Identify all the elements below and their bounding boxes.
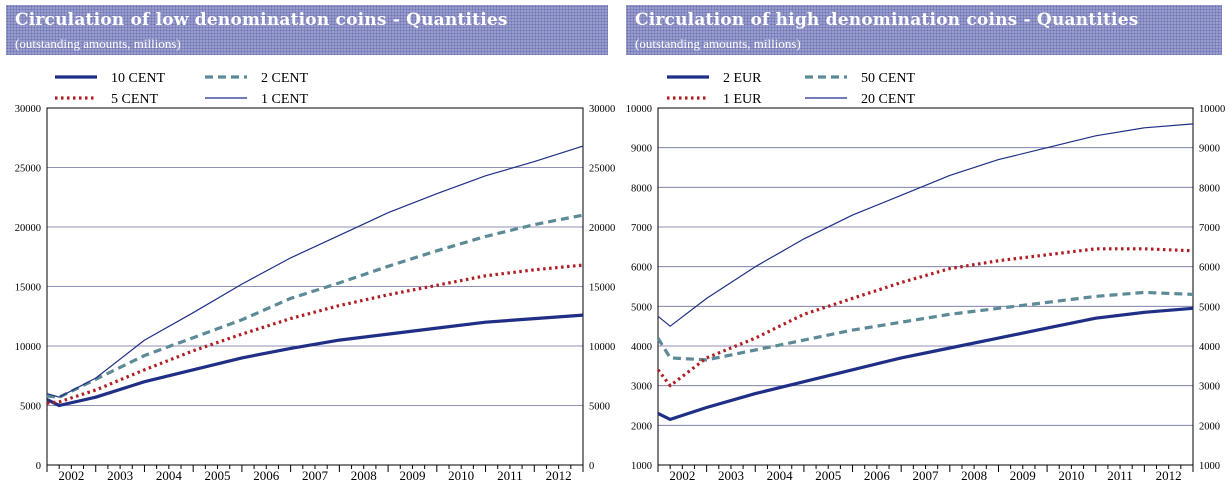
chart-subtitle: (outstanding amounts, millions): [635, 36, 801, 51]
x-tick-label: 2009: [1010, 468, 1036, 483]
y-tick-label-left: 7000: [631, 223, 652, 234]
x-tick-label: 2012: [1156, 468, 1182, 483]
x-tick-label: 2005: [205, 468, 231, 483]
chart-header: Circulation of high denomination coins -…: [626, 5, 1222, 55]
chart-subtitle: (outstanding amounts, millions): [15, 36, 181, 51]
x-tick-label: 2007: [302, 468, 329, 483]
y-tick-label-right: 1000: [1199, 461, 1220, 472]
x-tick-label: 2002: [58, 468, 84, 483]
y-tick-label-left: 2000: [631, 421, 652, 432]
chart-panel-low-denomination: Circulation of low denomination coins - …: [0, 0, 616, 494]
legend-label: 50 CENT: [861, 71, 916, 86]
series-line-2-eur: [657, 306, 1194, 421]
y-tick-label-right: 3000: [1199, 382, 1220, 393]
y-tick-label-left: 1000: [631, 461, 652, 472]
x-tick-label: 2005: [815, 468, 841, 483]
x-tick-label: 2010: [448, 468, 474, 483]
x-tick-label: 2012: [546, 468, 572, 483]
x-tick-label: 2003: [107, 468, 133, 483]
y-tick-label-right: 25000: [589, 164, 615, 175]
y-tick-label-right: 20000: [589, 223, 615, 234]
y-tick-label-left: 3000: [631, 382, 652, 393]
y-tick-label-left: 9000: [631, 144, 652, 155]
series-line-2-cent: [46, 213, 584, 399]
legend-label: 1 EUR: [723, 92, 762, 107]
y-tick-label-left: 25000: [15, 164, 41, 175]
chart-title: Circulation of high denomination coins -…: [635, 10, 1139, 30]
chart-svg-low-denomination: 0 0 5000 5000 10000 10000 15000 15000 20000 20000…: [15, 71, 616, 483]
chart-header: Circulation of low denomination coins - …: [6, 5, 608, 55]
y-tick-label-left: 8000: [631, 183, 652, 194]
y-tick-label-right: 15000: [589, 283, 615, 294]
y-tick-label-left: 5000: [631, 302, 652, 313]
legend-label: 5 CENT: [111, 92, 159, 107]
chart-panel-high-denomination: Circulation of high denomination coins -…: [620, 0, 1232, 494]
y-tick-label-right: 10000: [1199, 104, 1225, 115]
plot-frame: [657, 107, 1194, 466]
y-tick-label-right: 2000: [1199, 421, 1220, 432]
y-tick-label-left: 20000: [15, 223, 41, 234]
legend-label: 2 EUR: [723, 71, 762, 86]
legend-label: 1 CENT: [261, 92, 309, 107]
y-tick-label-right: 9000: [1199, 144, 1220, 155]
plot-group: 0 0 5000 5000 10000 10000 15000 15000 20000 20000…: [15, 71, 616, 483]
x-tick-label: 2006: [864, 468, 891, 483]
x-tick-label: 2011: [1107, 468, 1133, 483]
y-tick-label-left: 15000: [15, 283, 41, 294]
series-line-1-cent: [46, 145, 584, 398]
legend-label: 2 CENT: [261, 71, 309, 86]
y-tick-label-right: 5000: [1199, 302, 1220, 313]
y-tick-label-left: 4000: [631, 342, 652, 353]
x-tick-label: 2006: [253, 468, 280, 483]
x-tick-label: 2007: [913, 468, 940, 483]
y-tick-label-left: 0: [36, 461, 41, 472]
legend-label: 10 CENT: [111, 71, 166, 86]
y-tick-label-right: 30000: [589, 104, 615, 115]
y-tick-label-left: 30000: [15, 104, 41, 115]
x-tick-label: 2004: [156, 468, 183, 483]
x-tick-label: 2003: [718, 468, 744, 483]
x-tick-label: 2009: [399, 468, 425, 483]
y-tick-label-right: 8000: [1199, 183, 1220, 194]
y-tick-label-right: 6000: [1199, 263, 1220, 274]
x-tick-label: 2010: [1058, 468, 1084, 483]
plot-group: 1000 1000 2000 2000 3000 3000 4000 4000 5000 5000…: [626, 71, 1226, 483]
series-line-50-cent: [656, 290, 1194, 362]
x-tick-label: 2008: [351, 468, 377, 483]
x-tick-label: 2004: [767, 468, 794, 483]
y-tick-label-right: 4000: [1199, 342, 1220, 353]
chart-title: Circulation of low denomination coins - …: [15, 10, 508, 30]
series-line-10-cent: [46, 313, 584, 408]
series-line-20-cent: [657, 123, 1194, 327]
y-tick-label-right: 0: [589, 461, 594, 472]
y-tick-label-left: 5000: [20, 402, 41, 413]
y-tick-label-left: 10000: [15, 342, 41, 353]
y-tick-label-right: 10000: [589, 342, 615, 353]
chart-svg-high-denomination: 1000 1000 2000 2000 3000 3000 4000 4000 5000 5000…: [626, 71, 1226, 483]
y-tick-label-right: 7000: [1199, 223, 1220, 234]
x-tick-label: 2011: [497, 468, 523, 483]
y-tick-label-left: 10000: [626, 104, 652, 115]
legend-label: 20 CENT: [861, 92, 916, 107]
x-tick-label: 2008: [961, 468, 987, 483]
series-line-5-cent: [46, 263, 584, 405]
y-tick-label-right: 5000: [589, 402, 610, 413]
y-tick-label-left: 6000: [631, 263, 652, 274]
x-tick-label: 2002: [669, 468, 695, 483]
